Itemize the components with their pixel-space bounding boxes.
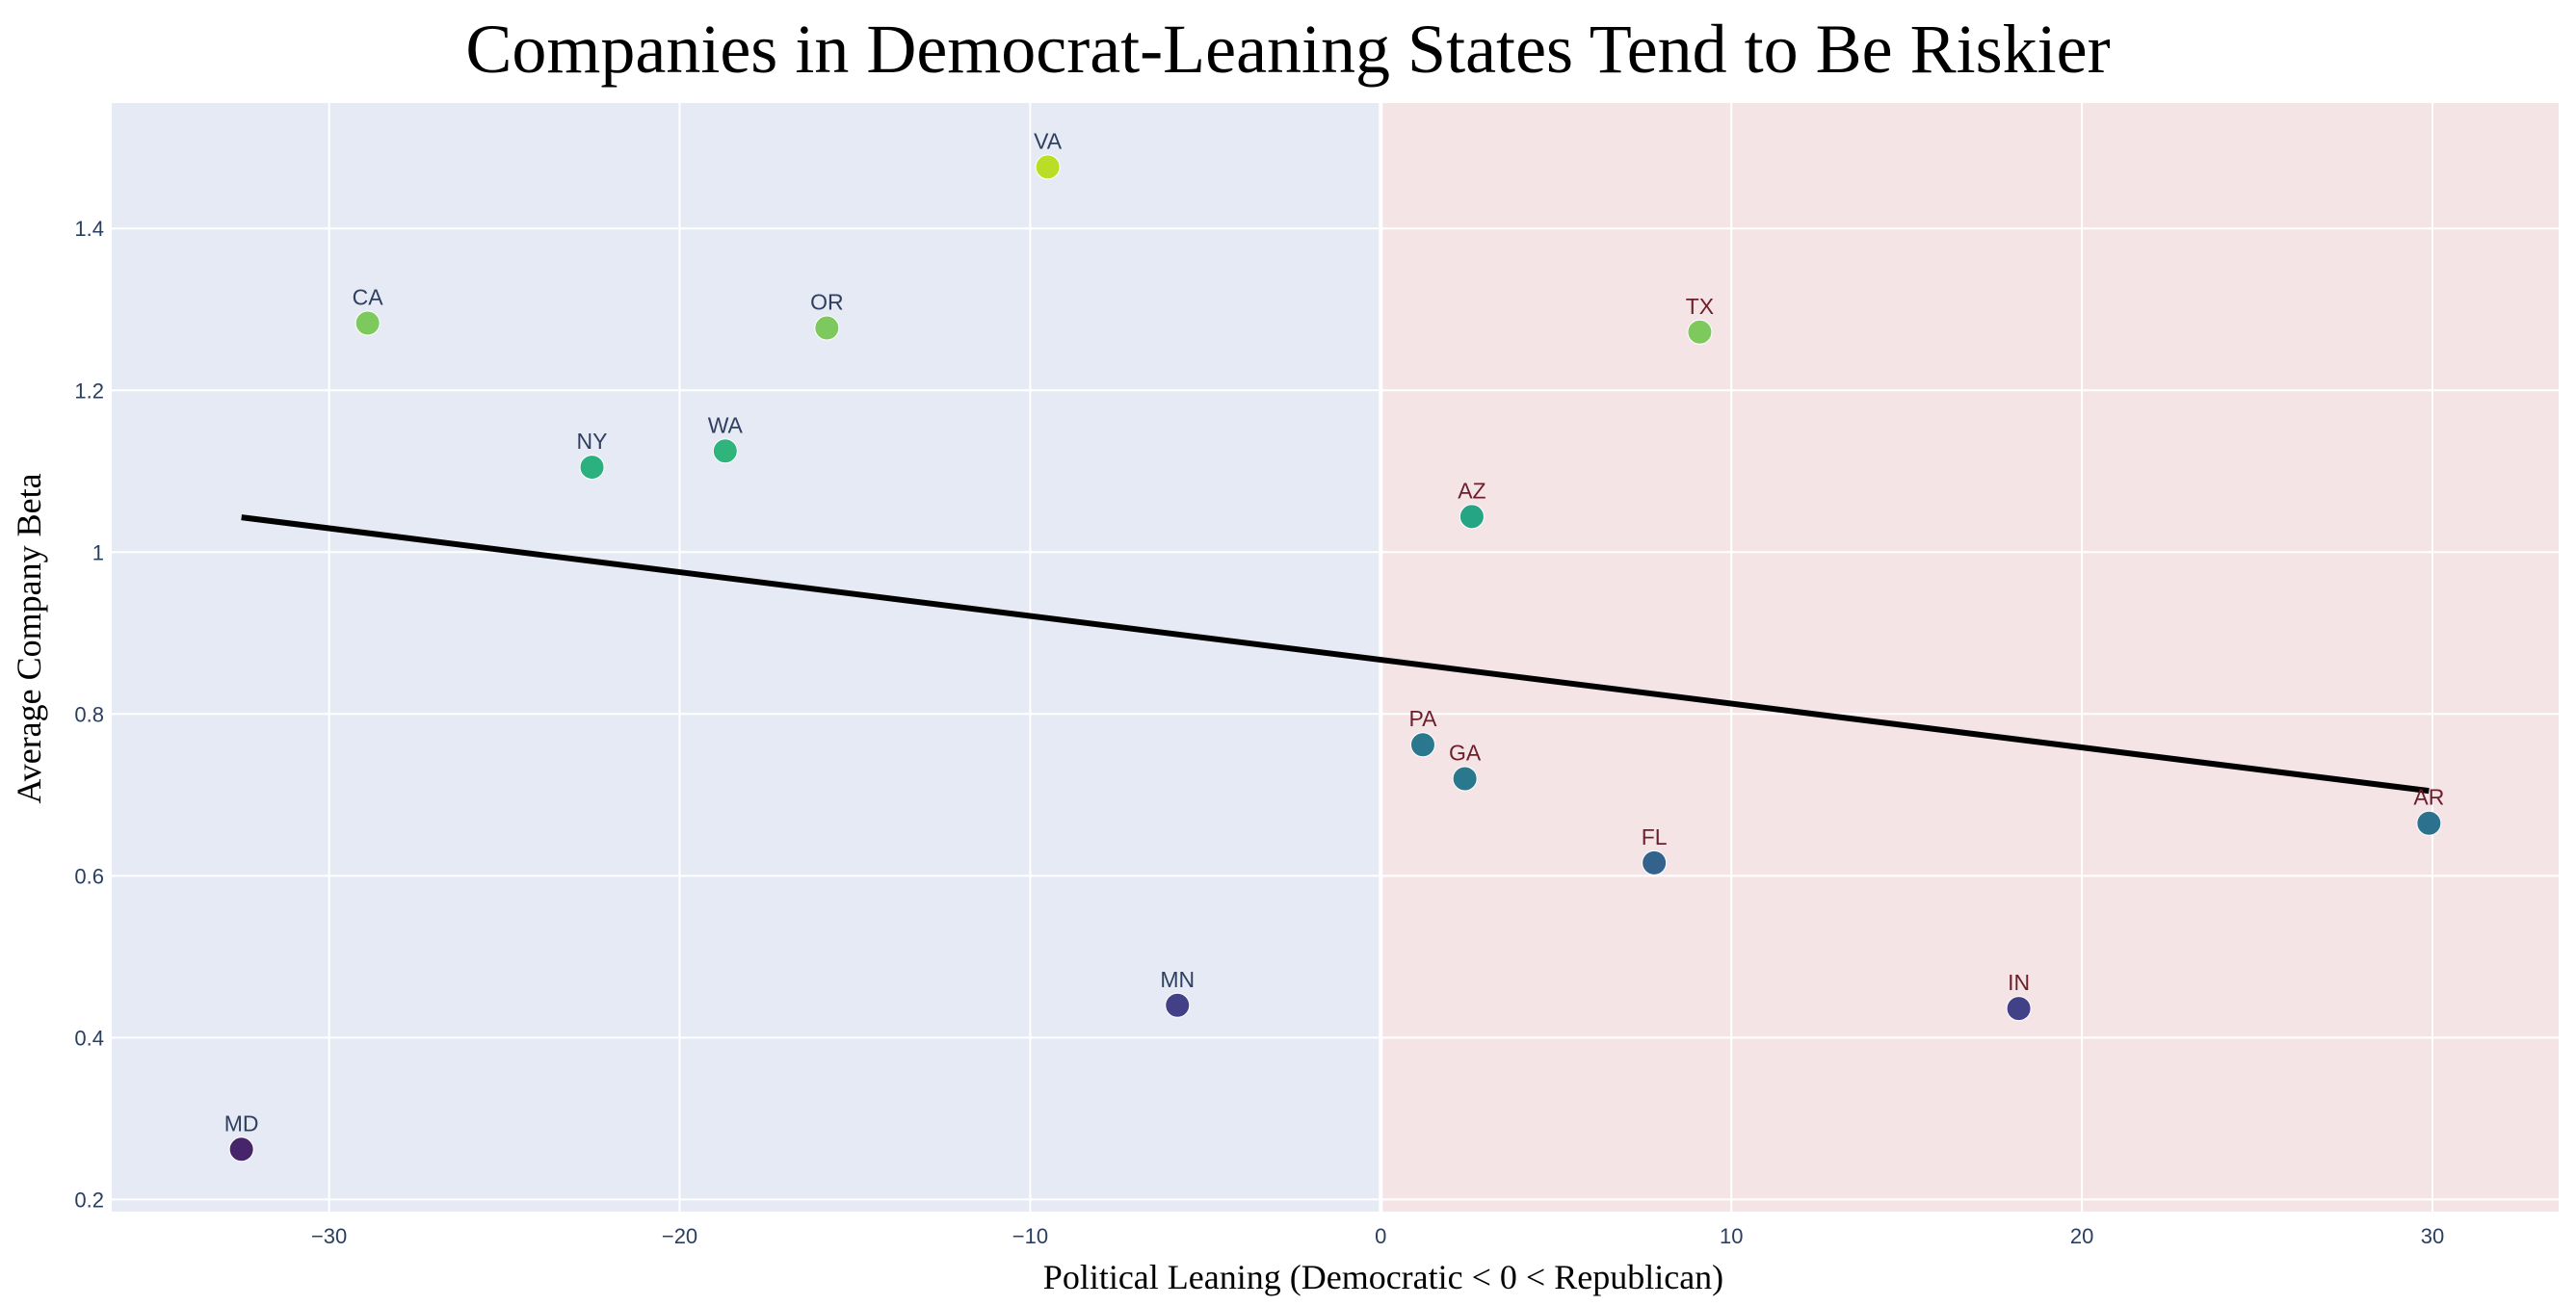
- point-label-pa: PA: [1408, 706, 1437, 731]
- y-tick-label: 1: [92, 540, 104, 564]
- point-mn: [1165, 992, 1191, 1018]
- point-ga: [1452, 766, 1478, 792]
- x-tick-label: 0: [1375, 1224, 1386, 1248]
- trend-line-group: [241, 514, 2430, 795]
- y-axis-ticks: 0.2 0.4 0.6 0.8 1 1.2 1.4: [74, 217, 104, 1212]
- chart-title: Companies in Democrat-Leaning States Ten…: [465, 11, 2110, 88]
- point-label-az: AZ: [1458, 478, 1485, 503]
- y-tick-label: 0.6: [74, 864, 104, 888]
- republican-region: [1380, 103, 2559, 1212]
- point-az: [1459, 504, 1485, 530]
- point-ar: [2416, 810, 2442, 836]
- x-tick-label: −30: [311, 1224, 347, 1248]
- point-label-tx: TX: [1686, 294, 1714, 319]
- trend-line: [241, 514, 2430, 795]
- point-ca: [355, 310, 381, 336]
- y-tick-label: 1.4: [74, 217, 104, 241]
- x-axis-label: Political Leaning (Democratic < 0 < Repu…: [1043, 1258, 1723, 1296]
- democratic-region: [112, 103, 1381, 1212]
- point-va: [1035, 154, 1061, 180]
- x-tick-label: −20: [662, 1224, 697, 1248]
- point-label-wa: WA: [708, 412, 744, 437]
- point-fl: [1642, 849, 1668, 875]
- data-points: MD CA NY WA OR VA MN PA GA AZ FL TX IN AR: [224, 128, 2444, 1162]
- x-axis-ticks: −30 −20 −10 0 10 20 30: [311, 1224, 2444, 1248]
- y-tick-label: 1.2: [74, 379, 104, 403]
- y-tick-label: 0.8: [74, 702, 104, 726]
- point-pa: [1409, 732, 1435, 758]
- point-label-md: MD: [224, 1110, 259, 1136]
- point-in: [2006, 996, 2032, 1022]
- point-wa: [712, 438, 738, 464]
- point-or: [814, 315, 840, 341]
- point-label-fl: FL: [1642, 824, 1668, 849]
- x-tick-label: −10: [1012, 1224, 1048, 1248]
- y-tick-label: 0.4: [74, 1026, 104, 1050]
- x-tick-label: 10: [1720, 1224, 1743, 1248]
- x-tick-label: 30: [2421, 1224, 2444, 1248]
- y-axis-label: Average Company Beta: [10, 473, 48, 803]
- point-label-ga: GA: [1449, 741, 1482, 766]
- point-ny: [579, 455, 605, 481]
- point-label-or: OR: [810, 290, 844, 315]
- point-label-in: IN: [2008, 970, 2030, 995]
- point-tx: [1687, 319, 1713, 345]
- point-label-va: VA: [1034, 128, 1063, 153]
- point-label-ca: CA: [353, 285, 384, 310]
- y-tick-label: 0.2: [74, 1188, 104, 1212]
- point-label-ar: AR: [2413, 785, 2444, 810]
- point-label-ny: NY: [577, 429, 608, 454]
- point-md: [228, 1136, 254, 1162]
- point-label-mn: MN: [1160, 967, 1195, 992]
- x-tick-label: 20: [2070, 1224, 2093, 1248]
- plot-background: [112, 103, 2559, 1212]
